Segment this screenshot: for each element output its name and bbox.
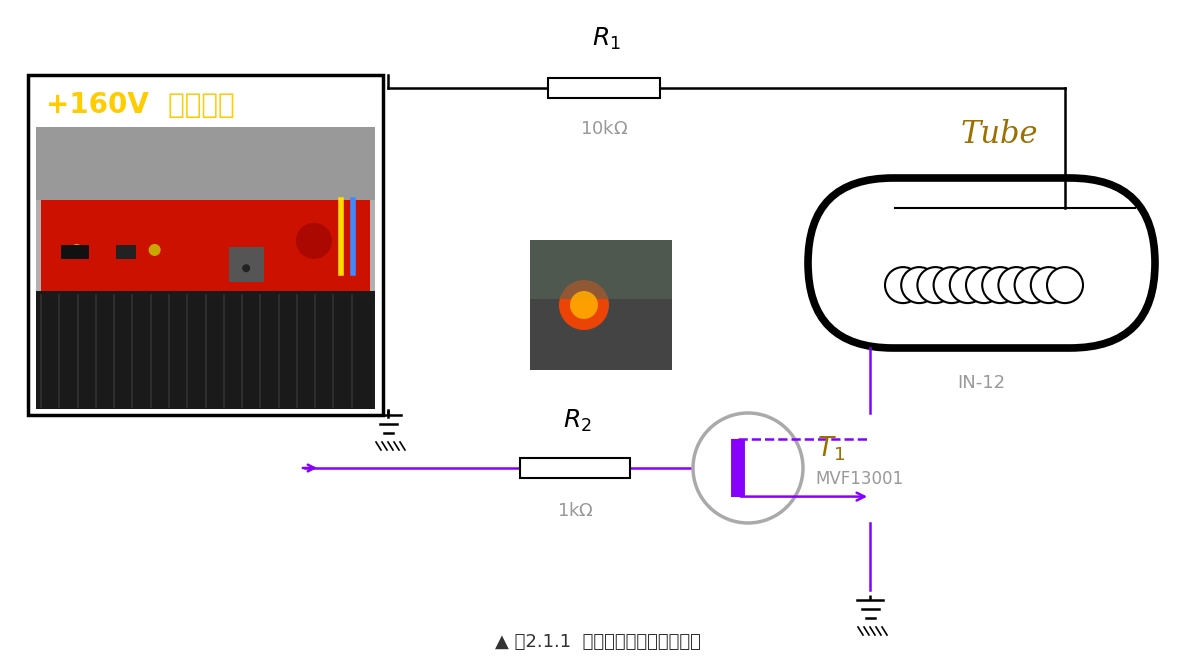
Circle shape <box>693 413 803 523</box>
Circle shape <box>885 267 920 303</box>
Circle shape <box>148 244 160 256</box>
Text: Tube: Tube <box>960 119 1038 150</box>
Bar <box>530 240 672 370</box>
Text: $R_2$: $R_2$ <box>563 408 591 434</box>
Bar <box>116 245 136 259</box>
Circle shape <box>570 291 598 319</box>
Circle shape <box>1031 267 1067 303</box>
Bar <box>61 245 89 259</box>
Circle shape <box>71 244 83 256</box>
Circle shape <box>901 267 937 303</box>
Circle shape <box>998 267 1034 303</box>
Text: 10k$\Omega$: 10k$\Omega$ <box>579 120 628 138</box>
Bar <box>229 247 263 281</box>
Bar <box>28 75 383 415</box>
Bar <box>548 78 660 98</box>
Circle shape <box>966 267 1002 303</box>
Bar <box>36 127 375 200</box>
Circle shape <box>949 267 986 303</box>
Text: MVF13001: MVF13001 <box>815 470 903 488</box>
FancyBboxPatch shape <box>808 178 1155 348</box>
Text: +160V  高压模块: +160V 高压模块 <box>45 91 235 119</box>
Text: 1k$\Omega$: 1k$\Omega$ <box>557 502 594 520</box>
Bar <box>36 291 375 409</box>
Circle shape <box>983 267 1019 303</box>
Circle shape <box>917 267 953 303</box>
Circle shape <box>296 223 332 259</box>
Circle shape <box>559 280 609 330</box>
Bar <box>41 200 370 291</box>
Bar <box>36 127 375 409</box>
Circle shape <box>934 267 970 303</box>
Circle shape <box>242 264 250 272</box>
Bar <box>530 240 672 299</box>
Text: ▲ 图2.1.1  三极管驱动辉光管示意图: ▲ 图2.1.1 三极管驱动辉光管示意图 <box>496 633 701 651</box>
Circle shape <box>1015 267 1051 303</box>
Circle shape <box>1047 267 1083 303</box>
Bar <box>519 458 630 478</box>
Text: $T_1$: $T_1$ <box>818 434 845 463</box>
Text: IN-12: IN-12 <box>958 374 1005 392</box>
Text: $R_1$: $R_1$ <box>591 26 620 52</box>
